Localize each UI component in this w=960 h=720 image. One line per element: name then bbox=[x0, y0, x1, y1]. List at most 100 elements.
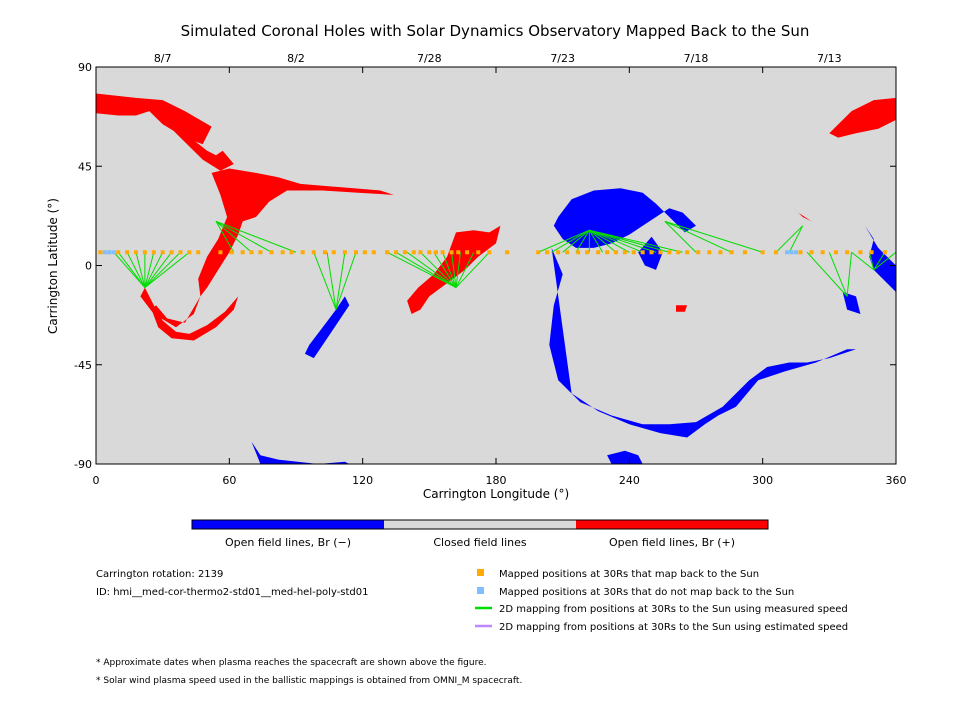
mapping-line bbox=[575, 229, 590, 253]
unmapped-point bbox=[107, 250, 112, 255]
top-date-label: 7/23 bbox=[550, 52, 575, 65]
coronal-hole-south-polar-2 bbox=[607, 450, 643, 464]
mapping-line bbox=[144, 252, 155, 288]
coronal-hole-north-polar-east bbox=[829, 97, 896, 138]
mapped-point bbox=[718, 250, 723, 255]
mapped-point bbox=[465, 250, 470, 255]
mapping-line bbox=[589, 229, 683, 253]
mapping-line bbox=[562, 229, 590, 253]
mapped-point bbox=[258, 250, 263, 255]
mapped-point bbox=[394, 250, 398, 255]
mapped-point bbox=[331, 250, 336, 255]
mapped-point bbox=[845, 250, 850, 255]
mapping-line bbox=[395, 251, 457, 288]
x-tick-label: 60 bbox=[222, 474, 236, 487]
x-tick-label: 180 bbox=[486, 474, 507, 487]
y-tick-label: 0 bbox=[85, 260, 92, 273]
mapped-point bbox=[289, 250, 294, 255]
mapping-line bbox=[126, 252, 146, 288]
mapped-point bbox=[125, 250, 130, 255]
legend-swatch-mapped bbox=[477, 569, 484, 576]
mapped-point bbox=[218, 250, 223, 255]
mapped-point bbox=[434, 250, 438, 255]
mapping-line bbox=[588, 229, 604, 253]
mapping-line bbox=[664, 221, 697, 253]
mapped-point bbox=[760, 250, 765, 255]
mapped-point bbox=[649, 250, 654, 255]
mapped-point bbox=[622, 250, 627, 255]
carrington-rotation: Carrington rotation: 2139 bbox=[96, 569, 223, 580]
mapping-line bbox=[538, 229, 590, 253]
mapped-point bbox=[187, 250, 192, 255]
mapping-line bbox=[144, 252, 164, 288]
x-axis-ticks: 0 60 120 180 240 300 360 bbox=[93, 67, 907, 487]
mapping-line bbox=[775, 225, 804, 253]
mapped-point bbox=[449, 250, 454, 255]
colorbar-label-negative: Open field lines, Br (−) bbox=[225, 536, 351, 549]
mapping-line bbox=[806, 251, 848, 297]
mapped-point bbox=[487, 250, 492, 255]
legend-label-estimated: 2D mapping from positions at 30Rs to the… bbox=[499, 622, 848, 633]
top-date-label: 8/7 bbox=[154, 52, 172, 65]
mapped-point bbox=[142, 250, 147, 255]
mapping-line bbox=[589, 229, 670, 253]
y-axis-label: Carrington Latitude (°) bbox=[46, 198, 60, 334]
mapped-point bbox=[742, 250, 747, 255]
mapped-points bbox=[98, 250, 887, 255]
mapped-point bbox=[322, 250, 327, 255]
mapping-line bbox=[589, 229, 630, 253]
mapping-line bbox=[215, 221, 252, 253]
x-tick-label: 360 bbox=[886, 474, 907, 487]
legend-swatch-unmapped bbox=[477, 587, 484, 594]
mapping-line bbox=[589, 229, 643, 253]
mapped-point bbox=[160, 250, 165, 255]
coronal-hole-south-polar bbox=[251, 441, 350, 464]
mapped-point bbox=[362, 250, 367, 255]
x-axis-label: Carrington Longitude (°) bbox=[423, 487, 569, 501]
mapped-point bbox=[882, 250, 887, 255]
mapped-point bbox=[134, 250, 138, 255]
mapping-line bbox=[335, 252, 346, 310]
mapping-line bbox=[433, 252, 457, 288]
coronal-hole-hole-a bbox=[198, 168, 394, 297]
y-tick-label: 45 bbox=[78, 160, 92, 173]
colorbar-closed bbox=[384, 520, 576, 529]
legend-label-unmapped: Mapped positions at 30Rs that do not map… bbox=[499, 587, 794, 598]
mapping-line bbox=[873, 252, 886, 271]
mapping-line bbox=[313, 252, 337, 310]
legend-label-measured: 2D mapping from positions at 30Rs to the… bbox=[499, 604, 848, 615]
mapped-point bbox=[576, 250, 581, 255]
unmapped-point bbox=[102, 250, 107, 255]
mapped-point bbox=[820, 250, 825, 255]
mapping-line bbox=[551, 229, 590, 253]
mapped-point bbox=[585, 250, 590, 255]
mapped-point bbox=[98, 250, 103, 255]
mapping-line bbox=[664, 220, 732, 253]
mapped-point bbox=[658, 250, 663, 255]
mapping-line bbox=[326, 252, 337, 310]
mapped-point bbox=[371, 250, 376, 255]
mapping-line bbox=[455, 252, 461, 288]
colorbar-label-positive: Open field lines, Br (+) bbox=[609, 536, 735, 549]
mapping-line bbox=[589, 229, 617, 253]
mapped-point bbox=[411, 250, 416, 255]
mapped-point bbox=[240, 250, 245, 255]
note-speed: * Solar wind plasma speed used in the ba… bbox=[96, 676, 522, 686]
mapped-point bbox=[809, 250, 814, 255]
mapping-line bbox=[406, 251, 457, 288]
mapped-point bbox=[614, 250, 618, 255]
mapped-point bbox=[676, 250, 681, 255]
mapped-point bbox=[696, 250, 701, 255]
mapping-lines bbox=[113, 220, 897, 310]
mapping-line bbox=[828, 252, 848, 297]
unmapped-point bbox=[111, 250, 116, 255]
mapped-point bbox=[427, 250, 432, 255]
mapped-point bbox=[729, 250, 734, 255]
mapped-point bbox=[476, 250, 481, 255]
top-date-label: 7/18 bbox=[684, 52, 709, 65]
note-dates: * Approximate dates when plasma reaches … bbox=[96, 658, 487, 668]
mapping-line bbox=[664, 220, 763, 253]
mapping-line bbox=[215, 220, 272, 253]
mapping-line bbox=[386, 251, 457, 289]
